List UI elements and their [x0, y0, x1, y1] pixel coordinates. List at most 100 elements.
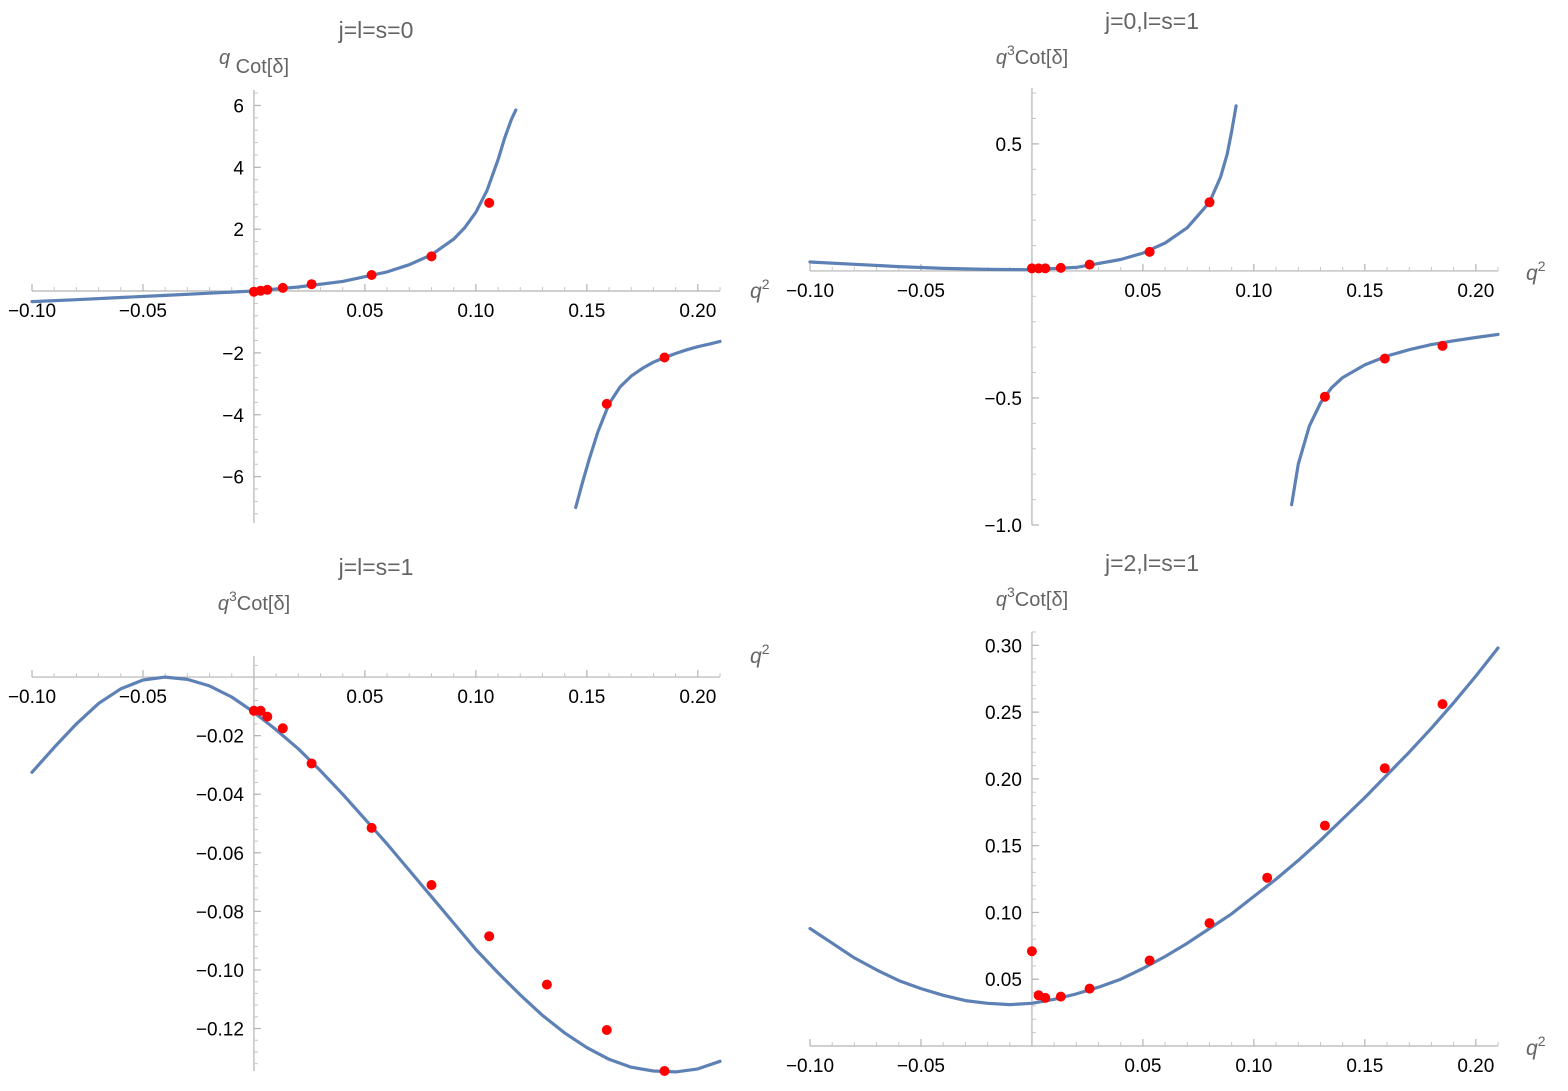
data-point [1040, 263, 1051, 274]
y-label-function: Cot[δ] [1015, 47, 1068, 69]
data-point [1084, 983, 1095, 994]
y-tick-label: −0.5 [984, 389, 1022, 410]
y-label-variable: q [996, 589, 1007, 611]
fit-curve [1290, 332, 1500, 507]
plot-panel-j-2-l-s-1: j=2,l=s=1 q3Cot[δ] q2 −0.10 −0.05 0.05 0.10… [786, 550, 1546, 1077]
y-tick-label: −0.10 [196, 961, 244, 982]
x-tick-label: 0.10 [1235, 281, 1272, 302]
x-tick-label: 0.20 [679, 301, 716, 322]
data-point [1262, 872, 1273, 883]
y-axis-label: q Cot[δ] [219, 47, 289, 78]
fit-curve [30, 675, 722, 1074]
data-point [262, 284, 273, 295]
fit-curve [574, 339, 722, 510]
data-point [277, 282, 288, 293]
data-point [1379, 763, 1390, 774]
data-point [601, 1025, 612, 1035]
y-tick-label: 0.15 [985, 837, 1022, 858]
data-point [1437, 699, 1448, 710]
data-point [306, 758, 317, 769]
x-tick-label: 0.15 [1346, 281, 1383, 302]
data-point [306, 279, 317, 290]
data-point [426, 880, 437, 890]
data-point [1144, 955, 1155, 966]
y-label-exponent: 3 [1007, 42, 1015, 58]
y-label-function: Cot[δ] [237, 593, 290, 615]
y-tick-label: −2 [222, 344, 244, 365]
data-point [1026, 946, 1037, 957]
x-tick-label: −0.10 [786, 1056, 834, 1077]
data-point [1144, 246, 1155, 257]
fit-curve [808, 646, 1500, 1007]
data-point [366, 822, 377, 833]
x-axis-label: q2 [750, 276, 770, 303]
x-axis-label: q2 [1526, 1033, 1546, 1060]
plot-panel-j-0-l-s-1: j=0,l=s=1 q3Cot[δ] q2 −0.10 −0.05 0.05 0.10… [786, 8, 1546, 537]
x-tick-label: −0.10 [786, 281, 834, 302]
x-tick-label: 0.10 [1235, 1056, 1272, 1077]
x-tick-label: −0.05 [897, 1056, 945, 1077]
y-tick-label: 0.10 [985, 903, 1022, 924]
x-axis-label: q2 [1526, 258, 1546, 285]
x-tick-label: 0.10 [457, 687, 494, 708]
x-tick-label: −0.05 [897, 281, 945, 302]
y-label-variable: q [218, 593, 229, 615]
plot-title: j=0,l=s=1 [1104, 8, 1199, 34]
data-point [1084, 259, 1095, 270]
data-point [1055, 991, 1066, 1002]
y-label-variable: q [996, 47, 1007, 69]
y-tick-label: −6 [222, 468, 244, 489]
plot-panel-j-l-s-1: j=l=s=1 q3Cot[δ] q2 −0.10 −0.05 0.05 0.10 0.… [8, 554, 770, 1076]
y-label-function: Cot[δ] [230, 56, 289, 78]
x-tick-label: 0.05 [346, 687, 383, 708]
data-point [1379, 353, 1390, 364]
y-tick-label: 0.5 [996, 135, 1022, 156]
x-tick-label: 0.20 [1457, 1056, 1494, 1077]
y-tick-label: 6 [233, 96, 244, 117]
x-tick-label: 0.20 [679, 687, 716, 708]
y-tick-label: −0.04 [196, 785, 245, 806]
data-point [1040, 992, 1051, 1003]
plot-title: j=2,l=s=1 [1104, 550, 1199, 576]
y-axis-label: q3Cot[δ] [996, 42, 1068, 69]
data-point [426, 251, 437, 262]
x-tick-label: 0.05 [1124, 281, 1161, 302]
data-point [277, 723, 288, 734]
x-tick-label: 0.05 [346, 301, 383, 322]
data-point [1319, 820, 1330, 831]
y-tick-label: −0.06 [196, 844, 244, 865]
data-point [262, 711, 273, 722]
fit-curve [30, 108, 518, 304]
data-point [484, 931, 495, 942]
y-axis-label: q3Cot[δ] [996, 584, 1068, 611]
y-tick-label: −1.0 [984, 516, 1022, 537]
y-tick-label: −0.12 [196, 1020, 244, 1041]
y-tick-label: 2 [233, 220, 244, 241]
x-tick-label: 0.15 [568, 301, 605, 322]
y-tick-label: 0.25 [985, 703, 1022, 724]
x-tick-label: 0.10 [457, 301, 494, 322]
data-point [541, 979, 552, 990]
x-axis-label: q2 [750, 641, 770, 668]
y-tick-label: −0.02 [196, 727, 244, 748]
y-tick-label: 0.05 [985, 970, 1022, 991]
y-tick-label: 0.30 [985, 636, 1022, 657]
plot-title: j=l=s=0 [338, 17, 414, 43]
data-point [484, 197, 495, 208]
x-tick-label: 0.15 [1346, 1056, 1383, 1077]
x-tick-label: −0.10 [8, 301, 56, 322]
x-tick-label: −0.05 [119, 687, 167, 708]
data-point [659, 1066, 670, 1076]
x-tick-label: −0.10 [8, 687, 56, 708]
data-point [659, 352, 670, 363]
x-tick-label: 0.15 [568, 687, 605, 708]
plot-panel-j-l-s-0: j=l=s=0 q Cot[δ] q2 −0.10 −0.05 0.05 0.10 0.… [8, 17, 770, 523]
data-point [601, 398, 612, 409]
y-tick-label: 4 [233, 158, 244, 179]
y-label-variable: q [219, 47, 230, 69]
data-point [1319, 391, 1330, 402]
x-tick-label: −0.05 [119, 301, 167, 322]
data-point [1437, 340, 1448, 351]
y-tick-label: 0.20 [985, 770, 1022, 791]
